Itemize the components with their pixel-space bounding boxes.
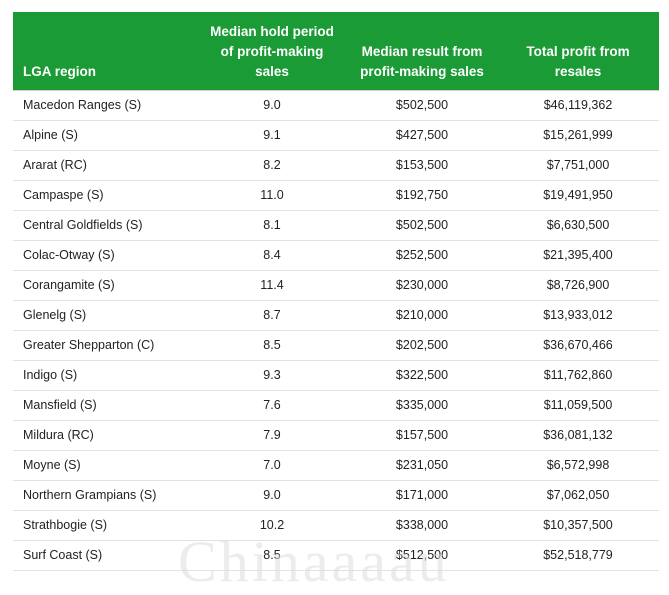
median-result-cell: $502,500 <box>347 89 497 121</box>
hold-period-cell: 8.4 <box>197 240 347 271</box>
median-result-cell: $338,000 <box>347 510 497 541</box>
header-median-result[interactable]: Median result from profit-making sales <box>347 12 497 90</box>
table-row: Surf Coast (S) 8.5 $512,500 $52,518,779 <box>13 540 659 571</box>
total-profit-cell: $36,670,466 <box>497 330 659 361</box>
header-row: LGA region Median hold period of profit-… <box>13 12 659 90</box>
hold-period-cell: 7.0 <box>197 450 347 481</box>
header-lga-region[interactable]: LGA region <box>13 12 197 90</box>
lga-region-cell: Campaspe (S) <box>13 180 197 211</box>
hold-period-cell: 7.9 <box>197 420 347 451</box>
median-result-cell: $335,000 <box>347 390 497 421</box>
lga-region-cell: Greater Shepparton (C) <box>13 330 197 361</box>
total-profit-cell: $6,572,998 <box>497 450 659 481</box>
lga-region-cell: Colac-Otway (S) <box>13 240 197 271</box>
total-profit-cell: $52,518,779 <box>497 540 659 571</box>
header-total-profit[interactable]: Total profit from resales <box>497 12 659 90</box>
total-profit-cell: $6,630,500 <box>497 210 659 241</box>
lga-region-cell: Northern Grampians (S) <box>13 480 197 511</box>
lga-region-cell: Mansfield (S) <box>13 390 197 421</box>
total-profit-cell: $8,726,900 <box>497 270 659 301</box>
table-body: Macedon Ranges (S) 9.0 $502,500 $46,119,362… <box>13 89 659 571</box>
total-profit-cell: $7,751,000 <box>497 150 659 181</box>
table-row: Moyne (S) 7.0 $231,050 $6,572,998 <box>13 450 659 481</box>
table-row: Glenelg (S) 8.7 $210,000 $13,933,012 <box>13 300 659 331</box>
median-result-cell: $322,500 <box>347 360 497 391</box>
table-row: Northern Grampians (S) 9.0 $171,000 $7,062,… <box>13 480 659 511</box>
hold-period-cell: 8.7 <box>197 300 347 331</box>
hold-period-cell: 9.0 <box>197 89 347 121</box>
table-row: Greater Shepparton (C) 8.5 $202,500 $36,670… <box>13 330 659 361</box>
table-row: Macedon Ranges (S) 9.0 $502,500 $46,119,362 <box>13 89 659 121</box>
median-result-cell: $502,500 <box>347 210 497 241</box>
total-profit-cell: $11,762,860 <box>497 360 659 391</box>
total-profit-cell: $21,395,400 <box>497 240 659 271</box>
lga-region-cell: Mildura (RC) <box>13 420 197 451</box>
hold-period-cell: 9.0 <box>197 480 347 511</box>
header-median-hold-period[interactable]: Median hold period of profit-making sale… <box>197 12 347 90</box>
median-result-cell: $512,500 <box>347 540 497 571</box>
hold-period-cell: 10.2 <box>197 510 347 541</box>
lga-region-cell: Moyne (S) <box>13 450 197 481</box>
median-result-cell: $202,500 <box>347 330 497 361</box>
median-result-cell: $153,500 <box>347 150 497 181</box>
hold-period-cell: 8.2 <box>197 150 347 181</box>
median-result-cell: $231,050 <box>347 450 497 481</box>
table-header: LGA region Median hold period of profit-… <box>13 12 659 90</box>
lga-region-cell: Surf Coast (S) <box>13 540 197 571</box>
hold-period-cell: 11.0 <box>197 180 347 211</box>
data-table-container: LGA region Median hold period of profit-… <box>13 12 659 571</box>
table-row: Indigo (S) 9.3 $322,500 $11,762,860 <box>13 360 659 391</box>
total-profit-cell: $7,062,050 <box>497 480 659 511</box>
table-row: Ararat (RC) 8.2 $153,500 $7,751,000 <box>13 150 659 181</box>
lga-region-cell: Glenelg (S) <box>13 300 197 331</box>
table-row: Colac-Otway (S) 8.4 $252,500 $21,395,400 <box>13 240 659 271</box>
table-row: Central Goldfields (S) 8.1 $502,500 $6,630,… <box>13 210 659 241</box>
total-profit-cell: $46,119,362 <box>497 89 659 121</box>
hold-period-cell: 8.5 <box>197 540 347 571</box>
hold-period-cell: 8.1 <box>197 210 347 241</box>
median-result-cell: $427,500 <box>347 120 497 151</box>
total-profit-cell: $11,059,500 <box>497 390 659 421</box>
lga-region-cell: Corangamite (S) <box>13 270 197 301</box>
table-row: Strathbogie (S) 10.2 $338,000 $10,357,500 <box>13 510 659 541</box>
median-result-cell: $230,000 <box>347 270 497 301</box>
median-result-cell: $157,500 <box>347 420 497 451</box>
median-result-cell: $192,750 <box>347 180 497 211</box>
hold-period-cell: 9.1 <box>197 120 347 151</box>
lga-region-cell: Macedon Ranges (S) <box>13 89 197 121</box>
total-profit-cell: $10,357,500 <box>497 510 659 541</box>
lga-region-cell: Central Goldfields (S) <box>13 210 197 241</box>
profit-table: LGA region Median hold period of profit-… <box>13 12 659 571</box>
table-row: Corangamite (S) 11.4 $230,000 $8,726,900 <box>13 270 659 301</box>
hold-period-cell: 9.3 <box>197 360 347 391</box>
total-profit-cell: $36,081,132 <box>497 420 659 451</box>
lga-region-cell: Ararat (RC) <box>13 150 197 181</box>
table-row: Campaspe (S) 11.0 $192,750 $19,491,950 <box>13 180 659 211</box>
lga-region-cell: Strathbogie (S) <box>13 510 197 541</box>
lga-region-cell: Alpine (S) <box>13 120 197 151</box>
hold-period-cell: 8.5 <box>197 330 347 361</box>
total-profit-cell: $13,933,012 <box>497 300 659 331</box>
hold-period-cell: 11.4 <box>197 270 347 301</box>
table-row: Alpine (S) 9.1 $427,500 $15,261,999 <box>13 120 659 151</box>
median-result-cell: $210,000 <box>347 300 497 331</box>
table-row: Mildura (RC) 7.9 $157,500 $36,081,132 <box>13 420 659 451</box>
total-profit-cell: $19,491,950 <box>497 180 659 211</box>
median-result-cell: $171,000 <box>347 480 497 511</box>
hold-period-cell: 7.6 <box>197 390 347 421</box>
table-row: Mansfield (S) 7.6 $335,000 $11,059,500 <box>13 390 659 421</box>
median-result-cell: $252,500 <box>347 240 497 271</box>
total-profit-cell: $15,261,999 <box>497 120 659 151</box>
lga-region-cell: Indigo (S) <box>13 360 197 391</box>
